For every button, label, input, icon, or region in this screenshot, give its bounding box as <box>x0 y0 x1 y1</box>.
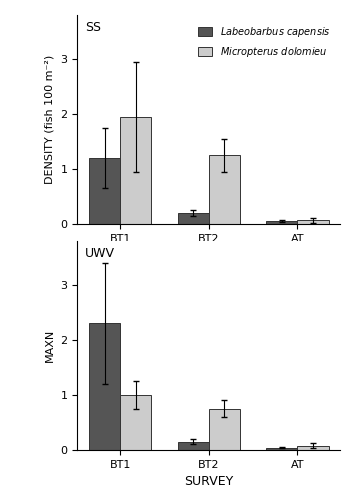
Y-axis label: DENSITY (fish 100 m⁻²): DENSITY (fish 100 m⁻²) <box>45 55 55 184</box>
Bar <box>89 158 120 224</box>
Text: SS: SS <box>85 22 101 35</box>
Bar <box>120 117 151 224</box>
Bar <box>266 448 298 450</box>
Bar <box>178 442 209 450</box>
Bar <box>298 220 329 224</box>
Bar <box>298 446 329 450</box>
Bar <box>209 408 240 450</box>
Y-axis label: MAXN: MAXN <box>45 329 55 362</box>
Bar <box>266 222 298 224</box>
Legend: $\it{Labeobarbus\ capensis}$, $\it{Micropterus\ dolomieu}$: $\it{Labeobarbus\ capensis}$, $\it{Micro… <box>193 20 336 64</box>
Bar <box>209 156 240 224</box>
Bar <box>178 213 209 224</box>
Bar <box>120 395 151 450</box>
Text: UWV: UWV <box>85 247 115 260</box>
X-axis label: SURVEY: SURVEY <box>184 476 233 488</box>
Bar <box>89 324 120 450</box>
